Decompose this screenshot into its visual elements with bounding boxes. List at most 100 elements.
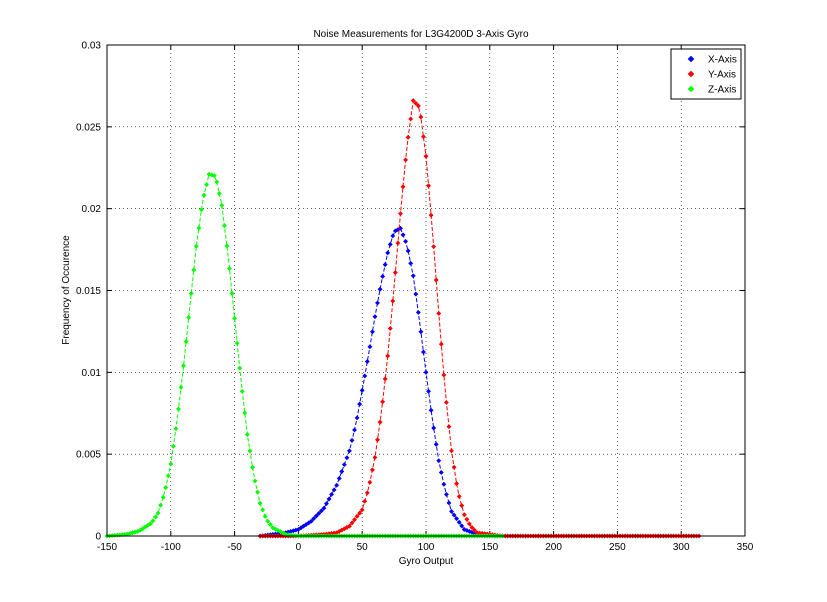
data-point xyxy=(160,494,166,500)
data-point xyxy=(413,291,419,297)
data-point xyxy=(385,250,391,256)
data-point xyxy=(211,173,217,179)
data-point xyxy=(229,290,235,296)
data-point xyxy=(410,98,416,104)
data-point xyxy=(323,501,330,507)
data-point xyxy=(336,475,342,481)
data-point xyxy=(321,505,327,511)
data-point xyxy=(346,523,352,529)
data-point xyxy=(408,116,414,122)
data-point xyxy=(410,273,416,279)
x-tick-label: 50 xyxy=(357,542,369,553)
data-point xyxy=(267,521,273,528)
data-point xyxy=(318,508,324,514)
data-point xyxy=(173,426,179,432)
data-point xyxy=(359,507,365,513)
data-point xyxy=(423,153,429,159)
data-point xyxy=(349,437,355,443)
series-y-axis xyxy=(257,98,702,539)
data-point xyxy=(357,510,363,516)
data-point xyxy=(374,300,381,306)
data-point xyxy=(252,478,258,484)
data-point xyxy=(175,406,182,412)
legend: X-Axis Y-Axis Z-Axis xyxy=(670,48,742,100)
data-point xyxy=(257,500,263,506)
data-point xyxy=(469,524,475,531)
data-point xyxy=(216,191,222,197)
legend-marker xyxy=(687,85,695,93)
data-point xyxy=(431,425,437,431)
data-point xyxy=(331,487,337,493)
data-point xyxy=(239,388,245,394)
data-point xyxy=(339,468,345,475)
y-tick-label: 0.025 xyxy=(76,122,101,133)
data-point xyxy=(451,512,457,518)
data-point xyxy=(380,273,386,279)
data-point xyxy=(334,482,340,488)
data-point xyxy=(237,365,243,371)
data-point xyxy=(374,437,381,443)
legend-marker xyxy=(687,55,695,63)
data-point xyxy=(405,248,411,254)
data-point xyxy=(423,369,429,375)
data-point xyxy=(158,502,164,508)
data-point xyxy=(403,238,409,244)
data-point xyxy=(351,427,358,433)
data-point xyxy=(224,243,230,249)
data-point xyxy=(387,325,393,332)
data-point xyxy=(436,458,442,464)
data-point xyxy=(247,448,253,454)
data-point xyxy=(165,473,171,479)
data-point xyxy=(364,490,370,496)
data-point xyxy=(242,410,248,416)
data-point xyxy=(441,481,447,487)
data-point xyxy=(186,314,192,320)
data-point xyxy=(377,419,383,425)
data-point xyxy=(405,134,411,140)
data-point xyxy=(147,521,153,527)
data-point xyxy=(425,388,432,394)
legend-entries: X-Axis Y-Axis Z-Axis xyxy=(687,55,737,96)
data-point xyxy=(438,469,444,476)
data-point xyxy=(415,309,421,315)
data-point xyxy=(464,516,470,522)
data-point xyxy=(170,443,176,449)
data-point xyxy=(260,507,266,513)
data-point xyxy=(428,212,434,218)
data-point xyxy=(308,518,314,524)
data-point xyxy=(400,232,406,238)
data-point xyxy=(219,202,225,208)
data-point xyxy=(372,314,378,320)
data-point xyxy=(244,431,250,438)
data-point xyxy=(418,329,424,335)
data-point xyxy=(272,526,278,532)
x-tick-label: -50 xyxy=(227,542,242,553)
data-point xyxy=(451,464,457,470)
data-point xyxy=(359,387,365,393)
x-tick-label: -100 xyxy=(161,542,181,553)
legend-marker xyxy=(687,70,695,78)
data-point xyxy=(461,512,467,518)
data-point xyxy=(234,340,240,346)
plot-frame xyxy=(106,44,746,537)
data-point xyxy=(367,344,373,350)
data-point xyxy=(203,182,210,188)
data-point xyxy=(413,100,419,106)
x-tick-label: 150 xyxy=(481,542,498,553)
data-point xyxy=(390,233,396,239)
x-tick-label: 350 xyxy=(737,542,754,553)
data-point xyxy=(311,516,317,522)
data-point xyxy=(198,207,204,213)
data-point xyxy=(456,493,462,499)
legend-label: Y-Axis xyxy=(708,70,736,81)
data-point xyxy=(425,183,432,189)
data-point xyxy=(454,516,460,522)
data-point xyxy=(191,267,197,273)
data-point xyxy=(446,500,452,506)
data-point xyxy=(459,523,465,529)
data-point xyxy=(155,510,161,516)
data-point xyxy=(446,424,452,430)
data-point xyxy=(232,315,238,321)
data-point xyxy=(262,513,268,519)
data-point xyxy=(351,517,358,523)
